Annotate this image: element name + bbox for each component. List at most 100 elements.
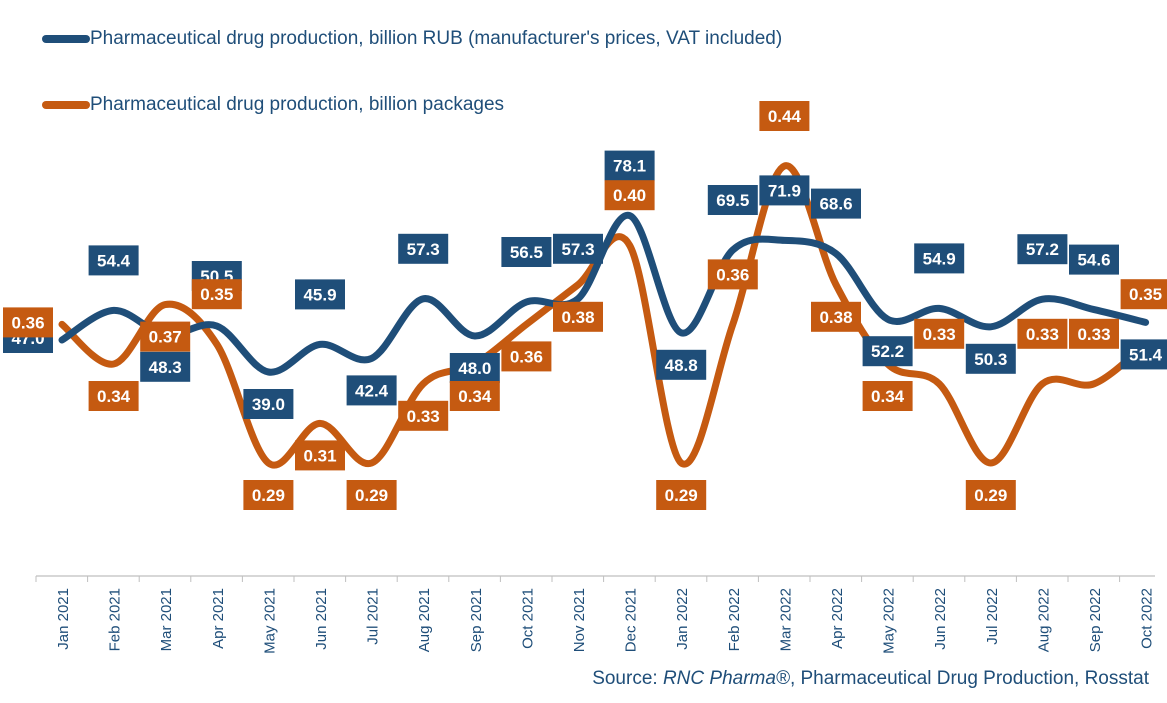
x-tick-label: Dec 2021 xyxy=(623,588,640,652)
data-label-rub-box xyxy=(553,233,603,264)
data-label-packages: 0.35 xyxy=(200,285,233,304)
x-tick-label: Nov 2021 xyxy=(571,588,588,652)
legend-swatch-rub xyxy=(42,35,90,43)
data-label-rub-box xyxy=(501,237,552,267)
data-label-packages-box xyxy=(862,381,913,411)
legend-item-packages: Pharmaceutical drug production, billion … xyxy=(42,90,802,119)
data-label-packages-box xyxy=(191,279,242,310)
data-label-rub: 48.0 xyxy=(458,359,491,378)
data-label-packages-box xyxy=(243,480,294,510)
data-label-packages-box xyxy=(398,400,449,431)
data-label-packages-box xyxy=(811,301,861,332)
data-label-rub: 56.5 xyxy=(510,243,543,262)
data-label-packages-box xyxy=(295,440,345,471)
legend-label-packages: Pharmaceutical drug production, billion … xyxy=(90,94,505,115)
source-rest: , Pharmaceutical Drug Production, Rossta… xyxy=(789,668,1149,689)
x-tick-label: Apr 2021 xyxy=(210,588,227,649)
data-label-packages-box xyxy=(501,341,552,372)
x-tick-label: Jun 2022 xyxy=(932,588,949,650)
x-tick-label: Jan 2021 xyxy=(55,588,72,650)
x-tick-label: Aug 2021 xyxy=(416,588,433,652)
x-tick-label: May 2021 xyxy=(261,588,278,654)
data-label-rub: 71.9 xyxy=(768,181,801,200)
data-label-packages: 0.33 xyxy=(923,325,956,344)
x-tick-label: Apr 2022 xyxy=(829,588,846,649)
x-tick-label: Sep 2022 xyxy=(1087,588,1104,652)
data-label-packages: 0.40 xyxy=(613,186,646,205)
data-label-packages: 0.44 xyxy=(768,107,802,126)
data-label-packages-box xyxy=(553,301,603,332)
data-label-packages-box xyxy=(88,381,139,411)
source-prefix: Source: xyxy=(592,668,663,689)
series-line-packages xyxy=(58,162,1150,469)
data-label-rub: 69.5 xyxy=(716,191,749,210)
data-label-packages: 0.31 xyxy=(303,446,336,465)
data-label-rub-box xyxy=(295,279,345,310)
legend-item-rub: Pharmaceutical drug production, billion … xyxy=(42,24,802,53)
data-label-packages: 0.29 xyxy=(355,486,388,505)
data-label-rub-box xyxy=(965,343,1016,374)
data-label-packages-box xyxy=(1069,318,1119,349)
data-label-packages: 0.34 xyxy=(97,387,131,406)
data-label-rub-box xyxy=(243,389,294,419)
source-note: Source: RNC Pharma®, Pharmaceutical Drug… xyxy=(592,668,1149,690)
data-label-rub: 57.3 xyxy=(407,240,440,259)
data-label-rub: 57.3 xyxy=(561,240,594,259)
data-label-packages-box xyxy=(346,480,397,510)
data-label-packages-box xyxy=(656,480,707,510)
data-label-rub-box xyxy=(346,375,397,406)
data-label-rub: 54.4 xyxy=(97,251,131,270)
data-label-packages: 0.29 xyxy=(665,486,698,505)
data-label-packages: 0.34 xyxy=(458,387,492,406)
data-label-rub-box xyxy=(811,188,861,219)
source-brand: RNC Pharma® xyxy=(662,668,790,689)
x-tick-label: Oct 2021 xyxy=(519,588,536,649)
data-label-rub: 54.6 xyxy=(1077,251,1110,270)
data-label-rub: 42.4 xyxy=(355,381,389,400)
data-label-packages: 0.33 xyxy=(1077,325,1110,344)
data-label-packages-box xyxy=(449,381,500,411)
data-label-rub: 45.9 xyxy=(303,285,336,304)
data-label-rub-box xyxy=(707,185,758,215)
data-label-rub-box xyxy=(914,243,965,274)
data-label-rub-box xyxy=(88,245,139,276)
data-label-packages-box xyxy=(759,101,810,131)
data-label-rub: 54.9 xyxy=(923,249,956,268)
x-tick-label: Sep 2021 xyxy=(468,588,485,652)
data-label-rub-box xyxy=(1120,339,1167,370)
data-label-rub: 68.6 xyxy=(819,195,852,214)
data-label-packages: 0.35 xyxy=(1129,285,1162,304)
data-label-rub-box xyxy=(604,150,655,181)
legend-swatch-packages xyxy=(42,101,90,109)
x-tick-label: Mar 2022 xyxy=(777,588,794,651)
data-label-rub: 57.2 xyxy=(1026,240,1059,259)
legend-label-rub: Pharmaceutical drug production, billion … xyxy=(90,28,783,49)
data-label-packages: 0.36 xyxy=(11,313,44,332)
data-label-packages: 0.38 xyxy=(819,308,852,327)
data-label-rub: 78.1 xyxy=(613,157,646,176)
data-label-rub-box xyxy=(140,351,191,382)
data-label-packages: 0.33 xyxy=(407,407,440,426)
data-label-rub-box xyxy=(759,175,810,206)
data-label-rub-box xyxy=(1069,244,1119,275)
x-tick-label: Feb 2022 xyxy=(726,588,743,651)
data-label-packages: 0.37 xyxy=(149,328,182,347)
data-label-rub-box xyxy=(862,336,913,367)
x-tick-label: May 2022 xyxy=(881,588,898,654)
data-label-rub: 39.0 xyxy=(252,395,285,414)
data-label-packages-box xyxy=(140,321,191,352)
x-tick-label: Jun 2021 xyxy=(313,588,330,650)
data-label-packages: 0.36 xyxy=(510,347,543,366)
data-label-packages-box xyxy=(1017,318,1068,349)
x-tick-label: Jan 2022 xyxy=(674,588,691,650)
data-label-packages: 0.36 xyxy=(716,265,749,284)
series-line-rub xyxy=(58,212,1150,376)
data-label-packages-box xyxy=(965,480,1016,510)
data-label-rub-box xyxy=(449,353,500,383)
x-tick-label: Jul 2021 xyxy=(365,588,382,645)
data-label-rub-box xyxy=(398,233,449,264)
data-label-packages-box xyxy=(914,318,965,349)
data-label-rub: 52.2 xyxy=(871,342,904,361)
x-tick-label: Mar 2021 xyxy=(158,588,175,651)
